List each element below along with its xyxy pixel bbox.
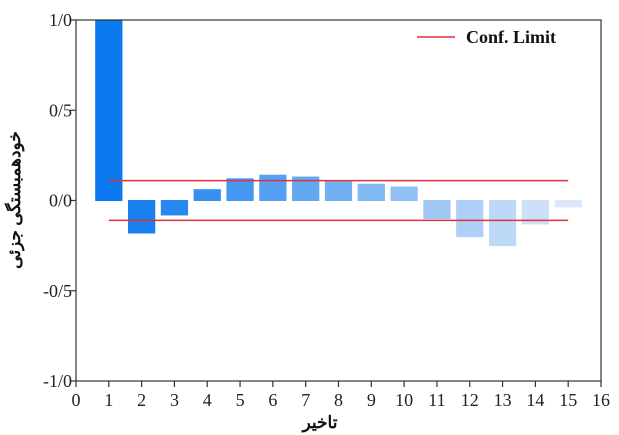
bar-lag-4 [193, 189, 221, 201]
y-tick-label: -0/5 [43, 281, 72, 301]
legend: Conf. Limit [417, 27, 556, 47]
x-tick-label: 11 [428, 390, 445, 410]
legend-label: Conf. Limit [466, 27, 556, 47]
x-tick-label: 5 [236, 390, 245, 410]
x-tick-label: 15 [559, 390, 577, 410]
bar-lag-3 [160, 200, 189, 216]
y-tick-label: -1/0 [43, 371, 72, 391]
y-tick-label: 0/0 [49, 191, 72, 211]
bar-lag-14 [521, 200, 549, 225]
bar-lag-13 [488, 200, 517, 247]
bar-lag-6 [259, 174, 287, 201]
bar-group [95, 19, 582, 247]
x-tick-label: 4 [203, 390, 212, 410]
bar-lag-11 [423, 200, 451, 220]
x-tick-label: 14 [526, 390, 544, 410]
x-tick-label: 2 [137, 390, 146, 410]
y-axis-label: خودهمبستگی جزئی [4, 131, 25, 269]
bar-lag-8 [324, 180, 353, 202]
y-axis: 1/0 0/5 0/0 -0/5 -1/0 [43, 10, 76, 391]
bar-lag-7 [292, 176, 320, 202]
x-axis-label: تاخیر [301, 413, 338, 433]
bar-lag-9 [357, 183, 385, 202]
x-tick-label: 8 [334, 390, 343, 410]
bar-lag-2 [128, 200, 156, 234]
x-tick-label: 6 [268, 390, 277, 410]
x-tick-label: 16 [592, 390, 610, 410]
bar-lag-15 [554, 200, 582, 208]
x-axis: 0 1 2 3 4 5 6 7 8 9 10 11 12 13 14 15 16 [72, 381, 610, 410]
y-tick-label: 1/0 [49, 10, 72, 30]
x-tick-label: 1 [104, 390, 113, 410]
x-tick-label: 0 [72, 390, 81, 410]
x-tick-label: 10 [395, 390, 413, 410]
x-tick-label: 9 [367, 390, 376, 410]
bar-lag-1 [95, 19, 123, 201]
confidence-lines [108, 179, 569, 222]
bar-lag-12 [456, 200, 484, 238]
x-tick-label: 7 [301, 390, 310, 410]
x-tick-label: 12 [461, 390, 479, 410]
bar-lag-10 [390, 186, 418, 201]
bar-lag-5 [226, 178, 254, 201]
y-tick-label: 0/5 [49, 100, 72, 120]
x-tick-label: 13 [494, 390, 512, 410]
x-tick-label: 3 [170, 390, 179, 410]
